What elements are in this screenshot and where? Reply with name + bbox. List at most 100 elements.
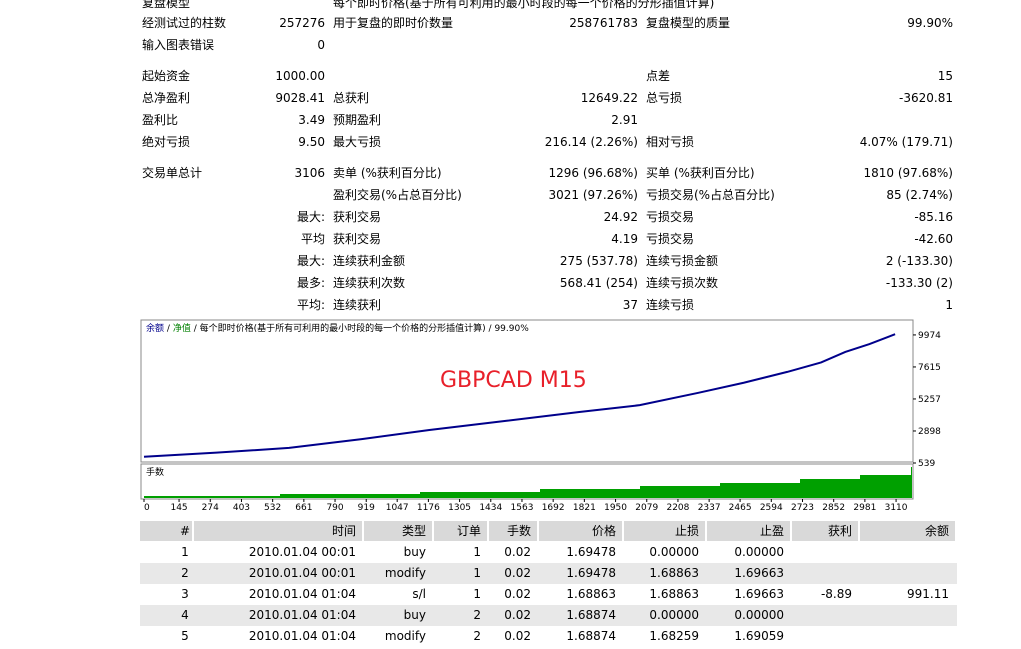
table-cell: 1 [473,566,481,580]
table-cell: 1 [473,587,481,601]
table-cell: 0.00000 [649,608,699,622]
stat-label: 亏损交易 [646,232,695,246]
header-cell [539,521,622,541]
header-cell [364,521,432,541]
table-cell: 2 [473,608,481,622]
header-cell [707,521,790,541]
stat-value: 15 [937,69,953,83]
stat-value: 1 [945,298,953,312]
table-cell: 0.02 [504,629,531,643]
table-cell: 1.69478 [566,566,616,580]
stat-value: 275 (537.78) [559,254,638,268]
header-cell [489,521,537,541]
table-cell: buy [403,608,426,622]
table-cell: 0.00000 [734,545,784,559]
header-cell [194,521,362,541]
row-bg [140,626,957,647]
x-tick-label: 2465 [729,503,752,513]
stat-value: 99.90% [907,16,953,30]
column-header: 止损 [674,524,699,538]
y-tick-label: 7615 [918,363,941,373]
stat-value: 216.14 (2.26%) [544,135,638,149]
column-header: 余额 [924,524,949,538]
stat-value: 最大: [296,254,325,268]
stat-label: 交易单总计 [142,166,203,180]
table-cell: 2010.01.04 00:01 [248,566,356,580]
stat-value: 3.49 [298,113,325,127]
stat-value: 2 (-133.30) [885,254,953,268]
legend-item: 余额 [146,322,164,334]
stat-value: 最多: [296,276,325,290]
table-cell: 4 [181,608,189,622]
stat-value: -3620.81 [899,91,953,105]
x-tick-label: 1821 [573,503,596,513]
table-cell: modify [384,629,426,643]
row-bg [140,542,957,563]
stat-label: 复盘模型 [142,0,191,10]
x-tick-label: 145 [170,503,187,513]
stat-value: 9028.41 [275,91,325,105]
column-header: # [179,524,191,538]
table-cell: -8.89 [820,587,852,601]
table-cell: 3 [181,587,189,601]
x-tick-label: 3110 [885,503,908,513]
stat-value: 9.50 [298,135,325,149]
column-header: 时间 [331,524,356,538]
stat-label: 总获利 [333,91,370,105]
table-cell: 5 [181,629,189,643]
stat-value: 2.91 [611,113,638,127]
table-cell: 0.00000 [734,608,784,622]
stat-label: 每个即时价格(基于所有可利用的最小时段的每一个价格的分形插值计算) [333,0,715,10]
column-header: 止盈 [759,524,784,538]
stat-label: 连续获利 [333,298,382,312]
stat-label: 相对亏损 [646,135,695,149]
x-tick-label: 2079 [635,503,658,513]
stat-value: 257276 [279,16,325,30]
legend-item: 99.90% [494,324,529,334]
table-cell: 2010.01.04 01:04 [248,629,356,643]
table-cell: 1.68259 [649,629,699,643]
y-tick-label: 5257 [918,395,941,405]
table-cell: 2 [473,629,481,643]
stat-label: 绝对亏损 [142,135,191,149]
table-cell: s/l [412,587,426,601]
x-tick-label: 1434 [479,503,502,513]
legend-separator: / [194,324,198,334]
x-tick-label: 1176 [417,503,440,513]
x-tick-label: 1047 [386,503,409,513]
column-header: 订单 [456,524,481,538]
table-cell: 0.02 [504,587,531,601]
legend-separator: / [167,324,171,334]
x-tick-label: 1305 [448,503,471,513]
stat-value: 最大: [296,210,325,224]
stat-label: 连续获利次数 [333,276,406,290]
x-tick-label: 403 [233,503,250,513]
legend-item: 净值 [173,322,191,334]
x-tick-label: 1950 [604,503,627,513]
stat-value: 1296 (96.68%) [548,166,638,180]
x-tick-label: 2594 [760,503,783,513]
table-cell: 0.00000 [649,545,699,559]
table-cell: 1.68863 [649,566,699,580]
stat-label: 连续亏损次数 [646,276,719,290]
stat-label: 复盘模型的质量 [646,16,731,30]
x-tick-label: 532 [264,503,281,513]
row-bg [140,563,957,584]
stat-value: 24.92 [603,210,638,224]
stat-label: 总亏损 [646,91,683,105]
equity-line [143,333,896,458]
stat-value: 37 [622,298,638,312]
header-cell [624,521,705,541]
stat-label: 经测试过的柱数 [142,16,227,30]
table-cell: 2010.01.04 01:04 [248,608,356,622]
stat-label: 连续亏损 [646,298,695,312]
y-tick-label: 2898 [918,427,941,437]
equity-panel [140,319,914,463]
table-cell: 0.02 [504,566,531,580]
lots-label: 手数 [146,466,164,478]
lots-area [144,467,912,498]
stat-label: 预期盈利 [333,113,382,127]
x-tick-label: 1692 [542,503,565,513]
x-tick-label: 2981 [853,503,876,513]
table-cell: 1.69478 [566,545,616,559]
